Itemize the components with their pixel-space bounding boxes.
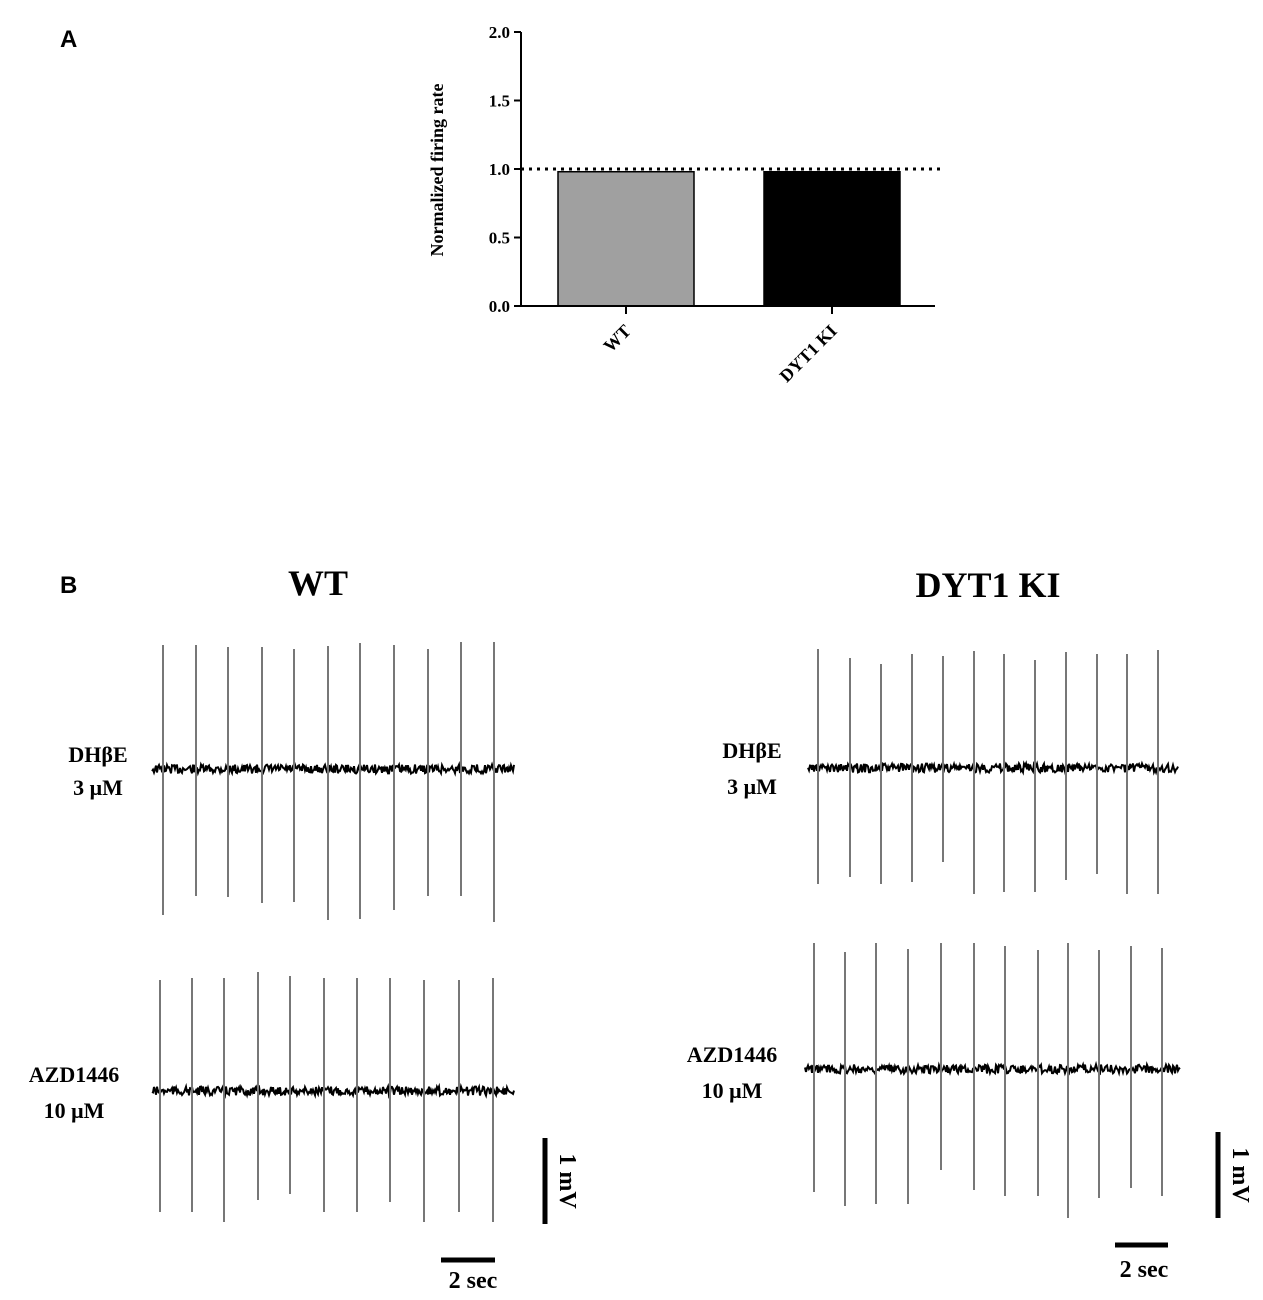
bar-wt: [557, 170, 695, 307]
trace-baseline: [804, 1060, 1181, 1078]
x-tick-label: WT: [599, 321, 634, 356]
y-tick-label: 1.5: [489, 92, 510, 111]
bar-dyt1-ki: [763, 170, 901, 307]
voltage-scale-label-dyt1: 1 mV: [1227, 1147, 1253, 1203]
trace-2: [807, 649, 1179, 894]
y-tick-label: 0.5: [489, 229, 510, 248]
trace-baseline: [807, 760, 1179, 776]
trace-label-dyt1-azd: AZD1446: [687, 1042, 777, 1067]
y-tick-label: 0.0: [489, 297, 510, 316]
condition-title-wt: WT: [288, 563, 348, 603]
voltage-scale-label-wt: 1 mV: [554, 1153, 580, 1209]
trace-1: [151, 972, 515, 1222]
trace-baseline: [151, 760, 515, 777]
trace-label-dyt1-dhbe-conc: 3 μM: [727, 774, 777, 799]
y-tick-label: 2.0: [489, 23, 510, 42]
panel-label-a: A: [60, 26, 78, 53]
trace-label-wt-dhbe: DHβE: [68, 742, 127, 767]
trace-label-wt-azd: AZD1446: [29, 1062, 119, 1087]
time-scale-label-dyt1: 2 sec: [1120, 1257, 1169, 1283]
y-tick-label: 1.0: [489, 160, 510, 179]
condition-title-dyt1: DYT1 KI: [915, 565, 1060, 605]
time-scale-label-wt: 2 sec: [449, 1268, 498, 1294]
x-tick-label: DYT1 KI: [775, 321, 840, 386]
trace-3: [804, 943, 1181, 1218]
bar-chart: 0.0 0.5 1.0 1.5 2.0 WT DYT1 KI Normalized fir…: [427, 23, 942, 386]
trace-label-dyt1-azd-conc: 10 μM: [702, 1078, 763, 1103]
trace-label-wt-azd-conc: 10 μM: [44, 1098, 105, 1123]
trace-baseline: [151, 1082, 515, 1100]
trace-label-dyt1-dhbe: DHβE: [722, 738, 781, 763]
panel-label-b: B: [60, 572, 78, 599]
trace-0: [151, 642, 515, 922]
y-axis-label: Normalized firing rate: [427, 84, 447, 257]
trace-label-wt-dhbe-conc: 3 μM: [73, 775, 123, 800]
